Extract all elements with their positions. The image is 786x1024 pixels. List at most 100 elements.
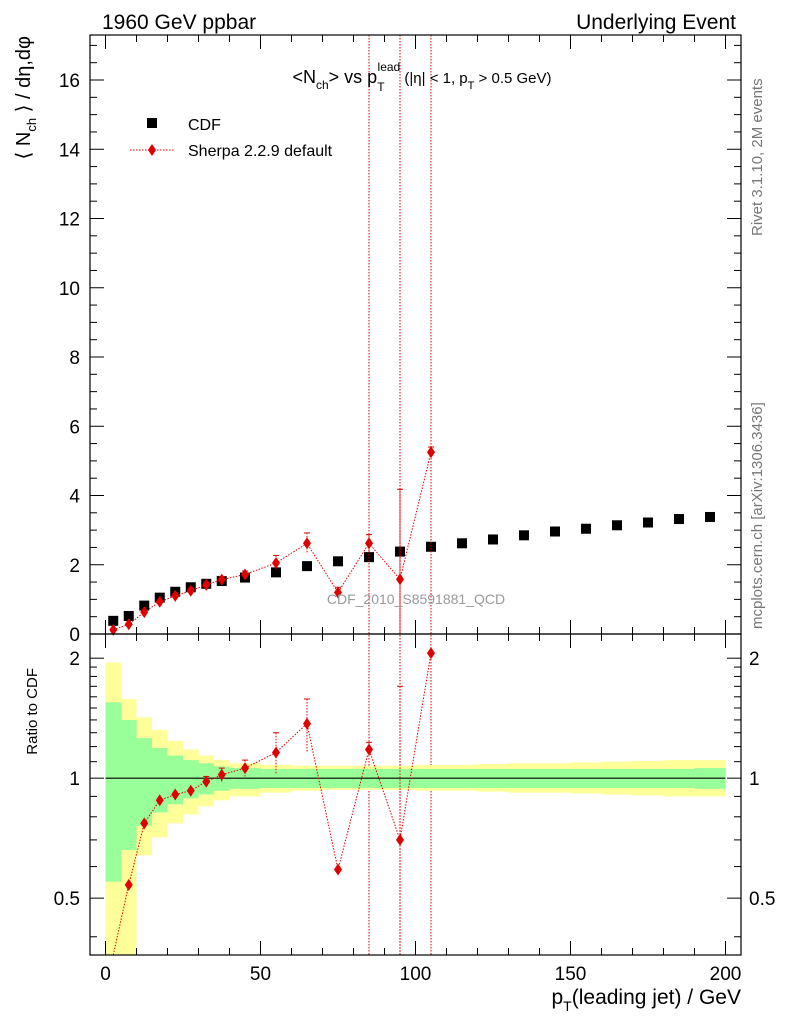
main-y-tick-label: 0 bbox=[69, 625, 80, 646]
cdf-data-point bbox=[302, 561, 312, 572]
ratio-x-tick-label: 0 bbox=[100, 964, 111, 985]
xlabel-part-a: p bbox=[551, 986, 563, 1009]
green-band-bin bbox=[167, 755, 183, 805]
xlabel-part-b: (leading jet) / GeV bbox=[572, 986, 741, 1009]
main-y-tick-label: 8 bbox=[69, 348, 80, 369]
ratio-data-point bbox=[202, 775, 211, 788]
main-y-tick-label: 10 bbox=[59, 279, 80, 300]
main-y-axis-label: ⟨ Nch ⟩ / dη,dφ bbox=[13, 36, 39, 160]
ratio-x-tick-label: 200 bbox=[710, 964, 742, 985]
sherpa-data-point bbox=[171, 589, 180, 602]
sherpa-data-point bbox=[124, 618, 133, 631]
title-part-a: <N bbox=[292, 67, 316, 87]
title-part-b-sup: lead bbox=[378, 60, 401, 74]
ratio-data-point bbox=[124, 878, 133, 891]
sherpa-data-point bbox=[272, 557, 280, 570]
main-title: <Nch> vs pTlead (|η| < 1, pT > 0.5 GeV) bbox=[292, 60, 551, 94]
sherpa-data-point bbox=[217, 573, 226, 586]
cdf-data-point bbox=[550, 526, 560, 537]
title-part-b: > vs p bbox=[329, 67, 378, 87]
main-y-tick-label: 12 bbox=[59, 210, 80, 231]
header-analysis-label: Underlying Event bbox=[576, 11, 736, 34]
title-part-c-end: > 0.5 GeV) bbox=[474, 70, 551, 87]
cdf-data-point bbox=[488, 534, 498, 545]
legend-cdf-label: CDF bbox=[188, 117, 221, 134]
sherpa-data-point bbox=[202, 578, 211, 591]
ratio-y-tick-label-right: 1 bbox=[749, 769, 760, 790]
ratio-data-point bbox=[272, 746, 280, 759]
cdf-data-point bbox=[519, 530, 529, 541]
sherpa-data-point bbox=[303, 537, 311, 550]
ratio-y-tick-label: 1 bbox=[69, 769, 80, 790]
ylabel-part-a-sub: ch bbox=[24, 118, 39, 132]
sherpa-data-point bbox=[396, 573, 404, 586]
ratio-x-tick-label: 150 bbox=[555, 964, 587, 985]
green-band-bin bbox=[183, 760, 199, 799]
main-y-tick-label: 16 bbox=[59, 71, 80, 92]
ratio-y-tick-label: 2 bbox=[69, 649, 80, 670]
ratio-data-point bbox=[396, 833, 404, 846]
title-part-b-sub: T bbox=[377, 80, 385, 94]
ratio-panel: 0 50 100 150 200 0.5 0.5 1 1 2 2 Ratio to CDF pT(l… bbox=[24, 633, 775, 1014]
cdf-data-point bbox=[705, 511, 715, 522]
ratio-data-point bbox=[217, 768, 226, 781]
rivet-version-label: Rivet 3.1.10, 2M events bbox=[749, 78, 766, 236]
main-y-tick-label: 4 bbox=[69, 487, 80, 508]
ratio-sherpa-line bbox=[112, 652, 432, 956]
ratio-data-point bbox=[334, 863, 342, 876]
ratio-y-tick-label: 0.5 bbox=[54, 889, 80, 910]
green-band-bin bbox=[121, 719, 137, 851]
ratio-data-point bbox=[241, 762, 249, 775]
ratio-data-point bbox=[155, 794, 164, 807]
header-energy-label: 1960 GeV ppbar bbox=[102, 11, 256, 34]
cdf-data-point bbox=[457, 538, 467, 549]
legend-cdf-marker bbox=[147, 118, 157, 128]
cdf-data-point bbox=[581, 523, 591, 534]
green-band-bin bbox=[105, 702, 121, 882]
cdf-data-point bbox=[108, 615, 119, 626]
cdf-data-point bbox=[674, 514, 684, 525]
sherpa-data-point bbox=[109, 623, 118, 636]
cdf-data-point bbox=[333, 556, 343, 567]
ratio-y-axis-label: Ratio to CDF bbox=[24, 668, 41, 755]
sherpa-data-point bbox=[140, 606, 149, 619]
sherpa-data-point bbox=[334, 586, 342, 599]
mcplots-label: mcplots.cern.ch [arXiv:1306.3436] bbox=[749, 402, 766, 629]
title-part-c: (|η| < 1, p bbox=[400, 70, 467, 87]
cdf-data-point bbox=[123, 610, 134, 621]
analysis-watermark: CDF_2010_S8591881_QCD bbox=[327, 591, 505, 607]
ratio-x-tick-label: 100 bbox=[400, 964, 432, 985]
ratio-data-point bbox=[186, 784, 195, 797]
ylabel-part-a: ⟨ N bbox=[13, 132, 35, 160]
xlabel-part-a-sub: T bbox=[563, 998, 572, 1014]
main-y-tick-label: 6 bbox=[69, 417, 80, 438]
sherpa-data-point bbox=[365, 537, 373, 550]
cdf-data-point bbox=[271, 567, 281, 578]
legend-sherpa-marker bbox=[148, 144, 156, 156]
ratio-data-point bbox=[171, 788, 180, 801]
ratio-data-point bbox=[427, 647, 435, 660]
sherpa-data-point bbox=[186, 584, 195, 597]
cdf-data-point bbox=[139, 600, 150, 611]
cdf-data-point bbox=[643, 517, 653, 528]
ratio-x-tick-label: 50 bbox=[250, 964, 271, 985]
sherpa-data-point bbox=[427, 446, 435, 459]
ratio-y-tick-label-right: 0.5 bbox=[749, 889, 775, 910]
ratio-y-tick-label-right: 2 bbox=[749, 649, 760, 670]
green-band-bin bbox=[152, 748, 168, 813]
legend-sherpa-label: Sherpa 2.2.9 default bbox=[188, 143, 333, 160]
cdf-data-point bbox=[426, 541, 436, 552]
main-y-tick-label: 14 bbox=[59, 140, 81, 161]
ratio-x-axis-label: pT(leading jet) / GeV bbox=[551, 986, 741, 1014]
green-band-bin bbox=[136, 738, 152, 826]
ylabel-part-b: ⟩ / dη,dφ bbox=[13, 36, 35, 118]
cdf-data-point bbox=[612, 520, 622, 531]
sherpa-data-point bbox=[155, 595, 164, 608]
main-y-tick-label: 2 bbox=[69, 556, 80, 577]
sherpa-data-point bbox=[241, 568, 249, 581]
ratio-data-point bbox=[365, 743, 373, 756]
ratio-data-point bbox=[303, 717, 311, 730]
title-part-a-sub: ch bbox=[316, 78, 329, 92]
